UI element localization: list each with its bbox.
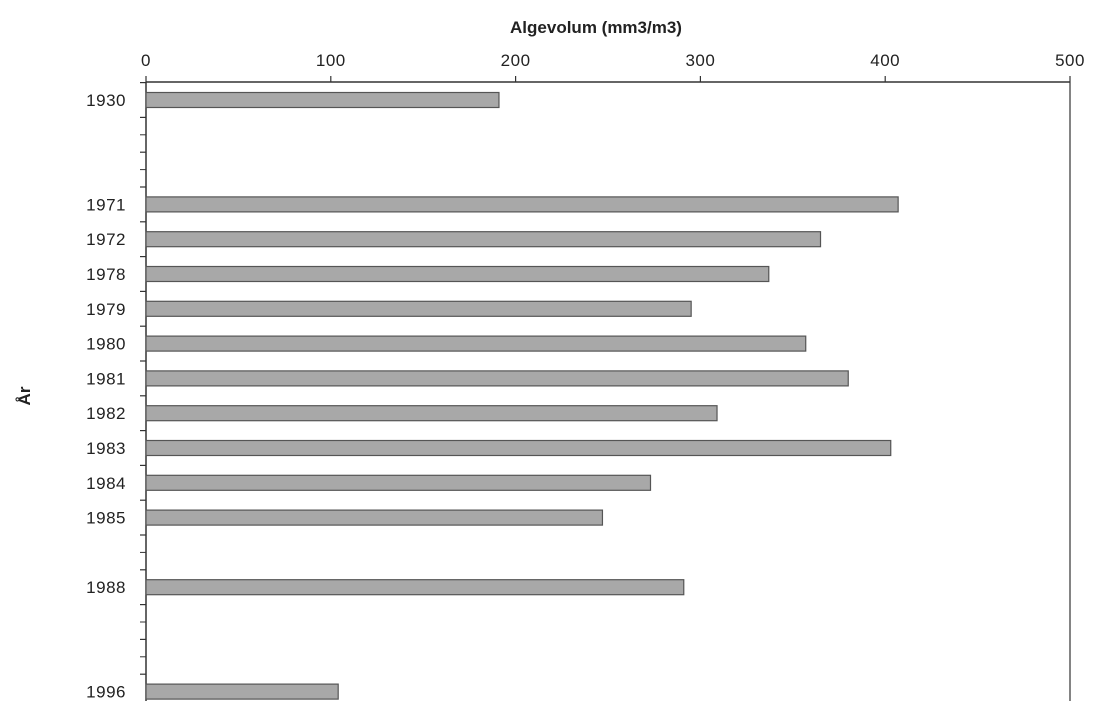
x-tick-label: 300 — [685, 51, 715, 70]
bar-1971 — [145, 196, 899, 213]
x-axis-title: Algevolum (mm3/m3) — [510, 18, 682, 37]
y-tick-label-1972: 1972 — [86, 230, 126, 249]
y-tick-label-1988: 1988 — [86, 578, 126, 597]
y-tick-label-1984: 1984 — [86, 474, 126, 493]
bar-1985 — [145, 509, 604, 526]
bar-1980 — [145, 335, 807, 352]
bar-1972 — [145, 231, 822, 248]
y-tick-label-1978: 1978 — [86, 265, 126, 284]
x-axis: 0 100 200 300 400 500 — [141, 51, 1085, 82]
x-tick-label: 500 — [1055, 51, 1085, 70]
x-tick-label: 200 — [501, 51, 531, 70]
bar-1984 — [145, 474, 652, 491]
x-tick-label: 0 — [141, 51, 151, 70]
bar-1978 — [145, 265, 770, 283]
y-tick-label-1930: 1930 — [86, 91, 126, 110]
bars-layer — [145, 91, 899, 700]
y-tick-label-1982: 1982 — [86, 404, 126, 423]
x-tick-label: 100 — [316, 51, 346, 70]
bar-1981 — [145, 370, 849, 387]
bar-1988 — [145, 579, 685, 596]
plot-frame — [145, 81, 1071, 701]
bar-1996 — [145, 683, 339, 700]
y-tick-label-1985: 1985 — [86, 509, 126, 528]
bar-1982 — [145, 405, 718, 422]
bar-1930 — [145, 91, 500, 109]
y-axis: 1930 1971 1972 1978 1979 1980 1981 1982 1983 1984… — [86, 81, 146, 702]
bar-1983 — [145, 439, 892, 457]
y-tick-label-1979: 1979 — [86, 300, 126, 319]
y-tick-label-1996: 1996 — [86, 683, 126, 701]
y-tick-label-1971: 1971 — [86, 195, 126, 214]
y-tick-label-1980: 1980 — [86, 335, 126, 354]
x-tick-label: 400 — [870, 51, 900, 70]
y-tick-label-1981: 1981 — [86, 369, 126, 388]
y-axis-title: År — [15, 386, 34, 405]
bar-1979 — [145, 300, 692, 317]
y-tick-label-1983: 1983 — [86, 439, 126, 458]
